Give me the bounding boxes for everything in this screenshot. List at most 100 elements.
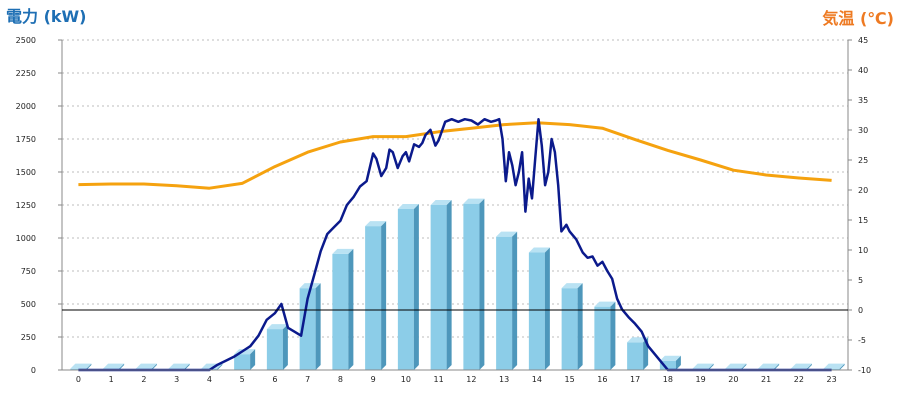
power-bar-side xyxy=(282,324,288,370)
power-bar-top xyxy=(627,337,649,343)
axes: 02505007501000125015001750200022502500-1… xyxy=(16,36,871,384)
power-bar-front xyxy=(299,288,316,370)
power-bar xyxy=(463,198,485,370)
power-bar-side xyxy=(675,355,681,370)
right-tick-label: 0 xyxy=(858,306,863,315)
power-bar xyxy=(528,247,550,370)
power-bar xyxy=(365,221,387,370)
x-tick-label: 14 xyxy=(532,375,542,384)
power-bar-top xyxy=(70,363,92,369)
power-bar xyxy=(266,324,288,370)
power-bar-front xyxy=(823,368,840,370)
power-bar-top xyxy=(135,363,157,369)
power-bar-front xyxy=(365,226,382,370)
power-bar-top xyxy=(725,363,747,369)
power-bar-top xyxy=(463,198,485,204)
power-bar-top xyxy=(692,363,714,369)
power-bar xyxy=(627,337,649,370)
x-tick-label: 0 xyxy=(76,375,81,384)
power-bar-top xyxy=(168,363,190,369)
left-tick-label: 1750 xyxy=(16,135,36,144)
power-bars xyxy=(70,198,845,370)
temperature-line xyxy=(78,121,832,190)
power-bar-top xyxy=(430,200,452,205)
power-bar-top xyxy=(496,231,518,237)
power-bar-front xyxy=(496,236,513,370)
x-tick-label: 10 xyxy=(401,375,411,384)
x-tick-label: 4 xyxy=(207,375,212,384)
power-bar-side xyxy=(610,301,616,370)
right-tick-label: 15 xyxy=(858,216,868,225)
right-tick-label: 45 xyxy=(858,36,868,45)
power-bar xyxy=(397,203,419,370)
power-bar-top xyxy=(397,203,419,209)
power-bar-side xyxy=(119,363,125,370)
left-tick-label: 750 xyxy=(21,267,36,276)
x-tick-label: 16 xyxy=(597,375,607,384)
x-tick-label: 15 xyxy=(565,375,575,384)
right-tick-label: 20 xyxy=(858,186,868,195)
x-tick-label: 9 xyxy=(371,375,376,384)
power-line xyxy=(78,117,832,372)
x-tick-label: 19 xyxy=(696,375,706,384)
power-bar-top xyxy=(561,283,583,289)
power-bar xyxy=(561,283,583,370)
x-tick-label: 21 xyxy=(761,375,771,384)
power-bar-top xyxy=(266,324,288,330)
power-bar xyxy=(659,355,681,370)
x-tick-label: 18 xyxy=(663,375,673,384)
power-bar-front xyxy=(528,252,545,370)
power-bar-side xyxy=(708,363,714,370)
left-tick-label: 1500 xyxy=(16,168,36,177)
power-bar xyxy=(823,363,845,370)
left-tick-label: 1000 xyxy=(16,234,36,243)
power-bar-side xyxy=(413,203,419,370)
x-tick-label: 23 xyxy=(827,375,837,384)
left-tick-label: 2250 xyxy=(16,69,36,78)
left-tick-label: 2000 xyxy=(16,102,36,111)
left-tick-label: 2500 xyxy=(16,36,36,45)
power-bar-front xyxy=(397,208,414,370)
x-tick-label: 13 xyxy=(499,375,509,384)
power-bar-side xyxy=(348,248,354,370)
power-bar xyxy=(70,363,92,370)
power-bar xyxy=(430,200,452,370)
power-bar-side xyxy=(577,283,583,370)
x-tick-label: 6 xyxy=(272,375,277,384)
power-bar xyxy=(332,248,354,370)
x-tick-label: 17 xyxy=(630,375,640,384)
right-tick-label: 5 xyxy=(858,276,863,285)
power-bar xyxy=(234,349,256,370)
power-bar-top xyxy=(103,363,125,369)
right-axis-title: 気温 (℃) xyxy=(822,9,894,28)
power-bar-side xyxy=(315,283,321,370)
power-bar-side xyxy=(86,363,92,370)
power-bar-front xyxy=(70,368,87,370)
right-tick-label: 30 xyxy=(858,126,868,135)
power-bar-side xyxy=(217,363,223,370)
power-bar-side xyxy=(446,200,452,370)
power-bar-top xyxy=(528,247,550,253)
left-axis-title: 電力 (kW) xyxy=(6,7,87,26)
x-tick-label: 8 xyxy=(338,375,343,384)
right-tick-label: 25 xyxy=(858,156,868,165)
left-tick-label: 1250 xyxy=(16,201,36,210)
power-bar-side xyxy=(381,221,387,370)
power-bar-front xyxy=(561,288,578,370)
right-tick-label: -5 xyxy=(858,336,866,345)
x-tick-label: 5 xyxy=(240,375,245,384)
power-bar-top xyxy=(758,363,780,369)
x-tick-label: 11 xyxy=(434,375,444,384)
power-bar-top xyxy=(659,355,681,361)
left-tick-label: 500 xyxy=(21,300,36,309)
power-bar-side xyxy=(544,247,550,370)
power-bar-front xyxy=(234,354,251,370)
power-bar xyxy=(299,283,321,370)
power-bar-front xyxy=(430,205,447,370)
power-bar-front xyxy=(627,342,644,370)
right-tick-label: 35 xyxy=(858,96,868,105)
x-tick-label: 2 xyxy=(141,375,146,384)
right-tick-label: 40 xyxy=(858,66,868,75)
left-tick-label: 0 xyxy=(31,366,36,375)
